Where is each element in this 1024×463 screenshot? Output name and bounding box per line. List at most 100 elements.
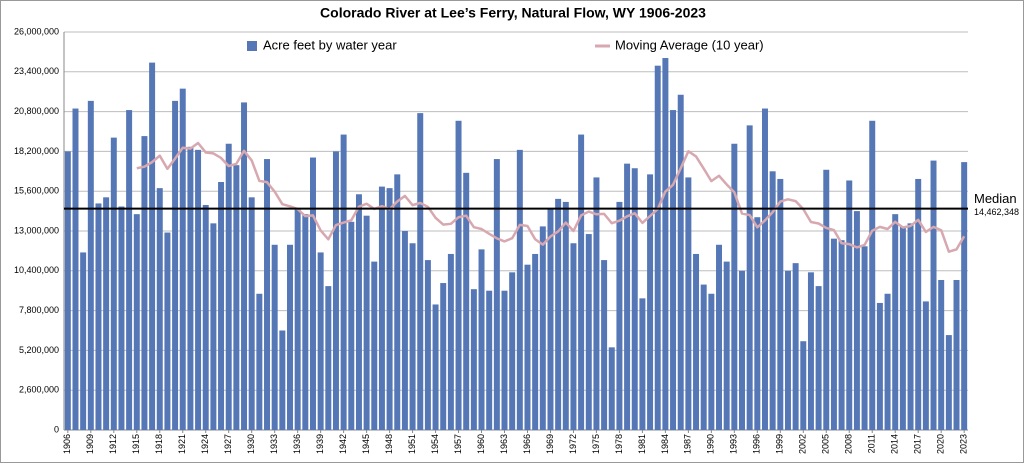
bar [907,223,914,430]
bar [838,240,845,430]
x-tick-label: 2005 [821,434,831,454]
x-tick-label: 1984 [660,434,670,454]
bar [516,149,523,430]
bar [264,159,271,431]
median-value-label: 14,462,348 [974,207,1019,217]
bar [539,226,546,430]
x-tick-label: 1975 [591,434,601,454]
bar [624,163,631,430]
bar [409,243,416,430]
bar [87,100,94,430]
x-tick-label: 1978 [614,434,624,454]
bar [700,284,707,430]
x-tick-label: 1936 [292,434,302,454]
bar [133,214,140,430]
bar [447,253,454,430]
bar [432,304,439,430]
bar [938,279,945,430]
bar [348,221,355,430]
bar [853,211,860,430]
bar [601,260,608,430]
bar [424,260,431,430]
bar [915,178,922,430]
x-tick-label: 1948 [384,434,394,454]
bar [478,249,485,430]
bar [685,177,692,430]
x-tick-label: 1963 [499,434,509,454]
bar [677,94,684,430]
bar [639,298,646,430]
bar [363,215,370,430]
bar [486,290,493,430]
bar [287,244,293,430]
bar [179,88,186,430]
bar [218,182,225,430]
bar [961,162,968,430]
y-tick-label: 0 [54,424,59,434]
y-tick-label: 13,000,000 [14,225,59,235]
bar [578,134,585,431]
x-tick-label: 2008 [844,434,854,454]
bar [922,301,929,430]
bar [784,270,791,430]
bar [401,231,408,430]
bar [309,157,316,430]
y-tick-label: 5,200,000 [19,345,59,355]
bar [800,341,807,430]
bar [846,180,853,430]
bar [195,149,202,430]
y-tick-label: 26,000,000 [14,26,59,36]
bar [294,209,301,430]
x-tick-label: 1942 [338,434,348,454]
y-tick-label: 18,200,000 [14,146,59,156]
bar [202,204,209,430]
bar [317,252,324,430]
bar [670,110,677,431]
x-tick-label: 1993 [729,434,739,454]
x-tick-label: 1924 [200,434,210,454]
bar [332,151,339,430]
x-tick-label: 1954 [430,434,440,454]
y-tick-label: 15,600,000 [14,186,59,196]
bar [662,58,669,431]
bar [731,143,738,430]
bar [463,172,470,431]
bar [256,293,263,430]
bar [149,62,156,430]
y-tick-label: 7,800,000 [19,305,59,315]
bar [210,223,217,430]
bar [279,330,286,430]
y-tick-label: 23,400,000 [14,66,59,76]
x-tick-label: 1906 [62,434,72,454]
bar [470,289,477,430]
median-label: Median [974,191,1017,206]
bar [761,108,768,431]
x-tick-label: 2002 [798,434,808,454]
x-tick-label: 1939 [315,434,325,454]
bar [899,226,906,430]
bar [241,102,248,431]
bar [225,143,232,430]
y-tick-label: 10,400,000 [14,265,59,275]
x-tick-label: 2011 [867,434,877,453]
bar [172,100,179,430]
bar [371,261,378,430]
bar [892,214,899,430]
bar [716,244,723,430]
bar [72,108,79,431]
bar [593,177,600,430]
x-tick-label: 1969 [545,434,555,454]
x-tick-label: 1996 [752,434,762,454]
bar [562,201,569,430]
x-tick-label: 1999 [775,434,785,454]
bar [869,120,876,431]
legend-label: Moving Average (10 year) [615,37,764,52]
bar [340,134,347,431]
bar [524,264,531,430]
bar [807,272,814,430]
y-tick-label: 20,800,000 [14,106,59,116]
bar [64,151,71,430]
x-tick-label: 1990 [706,434,716,454]
